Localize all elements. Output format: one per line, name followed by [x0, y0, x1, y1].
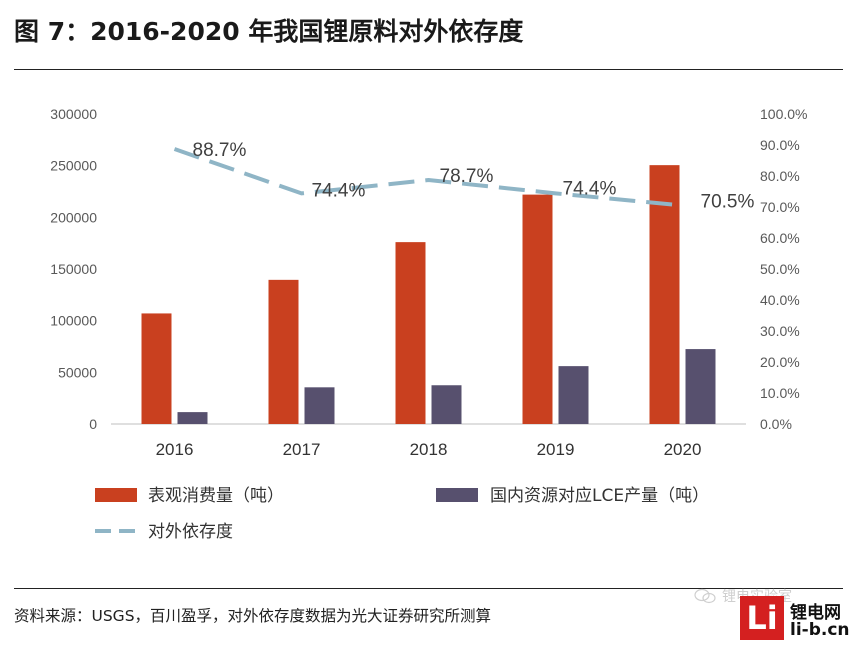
x-axis-categories: 2016 2017 2018 2019 2020 — [156, 440, 702, 459]
right-tick-label: 0.0% — [760, 416, 792, 432]
right-axis: 0.0% 10.0% 20.0% 30.0% 40.0% 50.0% 60.0% 70.0% 8… — [760, 106, 807, 432]
site-name: 锂电网 — [790, 603, 841, 623]
left-tick-label: 100000 — [50, 313, 97, 329]
consumption-bar — [268, 279, 299, 424]
chart: 0 50000 100000 150000 200000 250000 300000 0.0… — [50, 106, 807, 542]
domestic-lce-bar — [558, 366, 589, 424]
left-tick-label: 250000 — [50, 158, 97, 174]
category-label: 2020 — [664, 440, 702, 459]
legend-swatch-domestic-lce — [436, 488, 478, 502]
consumption-bar — [522, 194, 553, 424]
source-note: 资料来源：USGS，百川盈孚，对外依存度数据为光大证券研究所测算 — [14, 607, 492, 625]
left-tick-label: 0 — [89, 416, 97, 432]
domestic-lce-bar — [685, 349, 716, 424]
legend: 表观消费量（吨） 国内资源对应LCE产量（吨） 对外依存度 — [95, 486, 709, 542]
consumption-bar — [395, 242, 426, 424]
legend-swatch-consumption — [95, 488, 137, 502]
site-logo: Li — [740, 596, 784, 640]
wechat-icon — [694, 588, 716, 604]
legend-label-dependency: 对外依存度 — [148, 522, 233, 542]
category-label: 2018 — [410, 440, 448, 459]
right-tick-label: 100.0% — [760, 106, 807, 122]
right-tick-label: 60.0% — [760, 230, 800, 246]
dependency-line-series: 88.7% 74.4% 78.7% 74.4% 70.5% — [173, 140, 755, 212]
legend-label-domestic-lce: 国内资源对应LCE产量（吨） — [490, 486, 709, 506]
right-tick-label: 70.0% — [760, 199, 800, 215]
left-tick-label: 300000 — [50, 106, 97, 122]
source-divider — [14, 588, 843, 589]
right-tick-label: 40.0% — [760, 292, 800, 308]
right-tick-label: 20.0% — [760, 354, 800, 370]
dependency-point-label: 74.4% — [563, 178, 617, 199]
domestic-lce-bar — [177, 412, 208, 424]
domestic-lce-bar — [304, 387, 335, 424]
dependency-point-label: 70.5% — [701, 191, 755, 212]
right-tick-label: 10.0% — [760, 385, 800, 401]
right-tick-label: 90.0% — [760, 137, 800, 153]
title-divider — [14, 69, 843, 70]
site-url: li-b.cn — [790, 620, 850, 640]
dependency-point-label: 74.4% — [312, 180, 366, 201]
right-tick-label: 80.0% — [760, 168, 800, 184]
left-tick-label: 50000 — [58, 364, 97, 380]
left-axis: 0 50000 100000 150000 200000 250000 300000 — [50, 106, 97, 432]
right-tick-label: 50.0% — [760, 261, 800, 277]
dependency-point-label: 88.7% — [193, 140, 247, 161]
consumption-bar — [141, 313, 172, 424]
right-tick-label: 30.0% — [760, 323, 800, 339]
category-label: 2017 — [283, 440, 321, 459]
legend-label-consumption: 表观消费量（吨） — [148, 486, 284, 506]
dependency-line — [173, 147, 683, 208]
category-label: 2016 — [156, 440, 194, 459]
bar-series — [141, 165, 716, 424]
category-label: 2019 — [537, 440, 575, 459]
figure-title: 图 7：2016-2020 年我国锂原料对外依存度 — [14, 17, 524, 46]
consumption-bar — [649, 165, 680, 424]
left-tick-label: 150000 — [50, 261, 97, 277]
dependency-point-label: 78.7% — [440, 166, 494, 187]
domestic-lce-bar — [431, 385, 462, 424]
left-tick-label: 200000 — [50, 209, 97, 225]
